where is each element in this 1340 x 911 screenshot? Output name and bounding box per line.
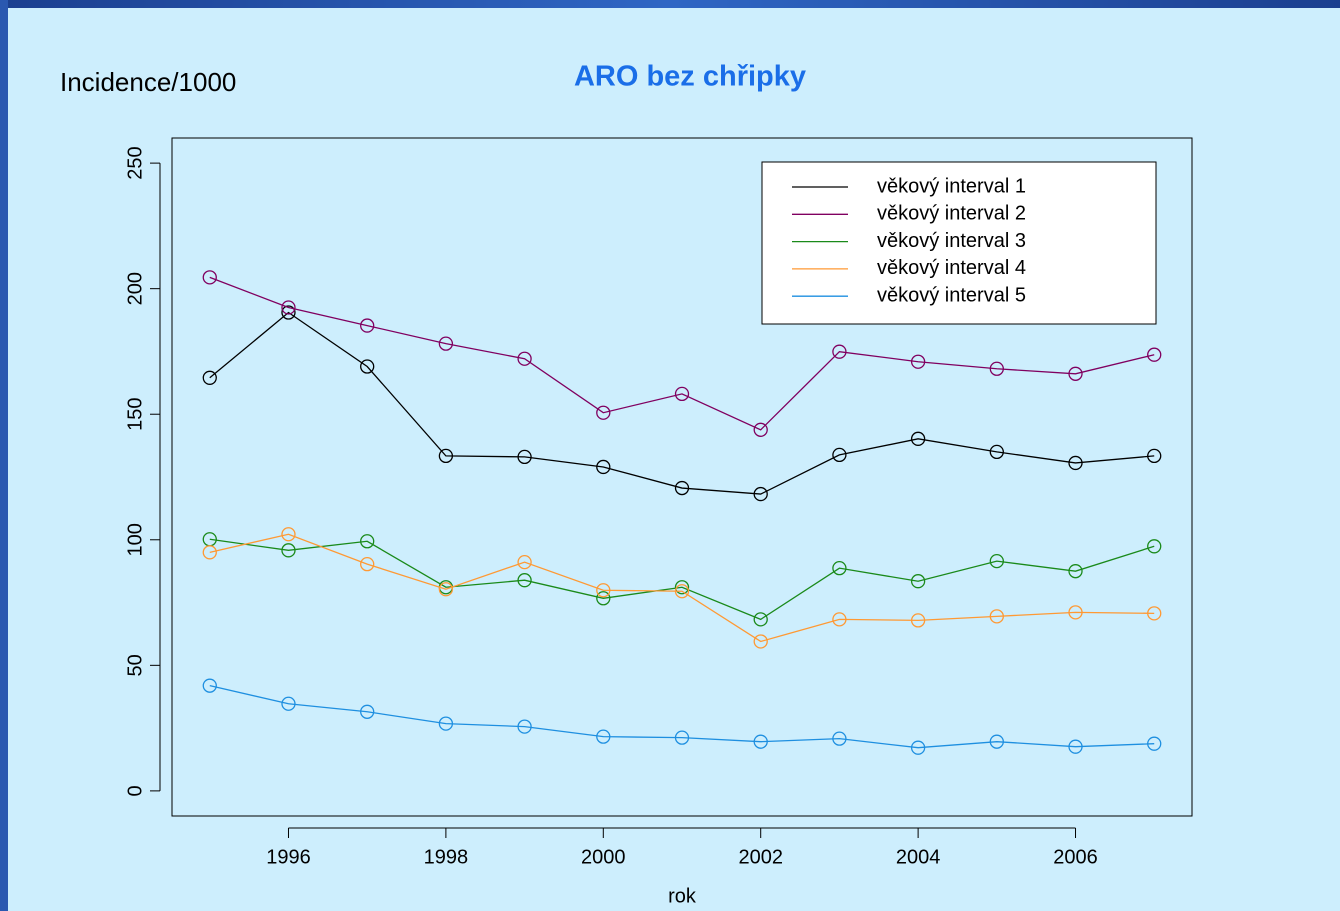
data-point xyxy=(910,431,926,446)
data-point xyxy=(910,354,926,369)
data-point xyxy=(674,480,690,496)
y-tick-label: 250 xyxy=(124,146,146,179)
data-point xyxy=(989,553,1004,569)
data-point xyxy=(596,583,611,598)
data-point xyxy=(1147,347,1162,362)
series-line xyxy=(209,533,1155,643)
data-point xyxy=(596,729,611,744)
data-point xyxy=(832,447,847,463)
data-point xyxy=(281,305,296,320)
slide-top-border xyxy=(0,0,1340,8)
data-point xyxy=(1147,736,1162,751)
data-point xyxy=(1068,564,1083,579)
data-point xyxy=(438,336,454,351)
y-tick-label: 150 xyxy=(124,398,146,431)
x-tick-label: 2000 xyxy=(581,846,626,868)
legend-box xyxy=(761,161,1157,325)
data-point xyxy=(517,554,532,570)
data-point xyxy=(753,612,768,627)
data-point xyxy=(832,612,847,627)
data-point xyxy=(281,696,296,711)
series-line xyxy=(209,276,1155,431)
data-point xyxy=(517,719,532,734)
data-point xyxy=(674,730,690,745)
data-point xyxy=(438,716,454,731)
data-point xyxy=(281,543,296,558)
data-point xyxy=(910,740,926,755)
data-point xyxy=(1068,455,1083,471)
data-point xyxy=(1068,366,1083,381)
data-point xyxy=(753,486,768,502)
data-point xyxy=(596,459,611,475)
data-point xyxy=(674,584,690,599)
data-point xyxy=(438,582,454,597)
data-point xyxy=(832,561,847,576)
data-point xyxy=(596,405,611,420)
data-point xyxy=(1147,606,1162,621)
data-point xyxy=(753,422,768,437)
legend-label: věkový interval 1 xyxy=(877,175,1026,197)
data-point xyxy=(360,556,375,572)
data-point xyxy=(989,609,1004,624)
x-tick-label: 1998 xyxy=(424,846,469,868)
data-point xyxy=(360,704,375,719)
y-tick-label: 200 xyxy=(124,272,146,305)
y-tick-label: 100 xyxy=(124,523,146,556)
y-tick-label: 50 xyxy=(124,654,146,676)
data-point xyxy=(832,731,847,746)
data-point xyxy=(989,444,1004,460)
x-tick-label: 2002 xyxy=(738,846,783,868)
data-point xyxy=(753,634,768,649)
data-point xyxy=(438,448,454,464)
data-point xyxy=(1147,539,1162,554)
data-point xyxy=(1068,605,1083,620)
data-point xyxy=(281,300,296,315)
data-point xyxy=(202,545,217,560)
data-point xyxy=(360,318,375,333)
data-point xyxy=(832,344,847,359)
data-point xyxy=(596,591,611,606)
x-axis-label: rok xyxy=(668,885,697,907)
series-line xyxy=(209,311,1155,495)
chart-title: ARO bez chřipky xyxy=(574,61,806,93)
data-point xyxy=(674,580,690,595)
x-tick-label: 2004 xyxy=(896,846,941,868)
data-point xyxy=(202,270,217,285)
series-line xyxy=(209,685,1155,749)
data-point xyxy=(202,678,217,693)
slide-left-border xyxy=(0,0,8,911)
legend-label: věkový interval 3 xyxy=(877,230,1026,252)
x-tick-label: 2006 xyxy=(1053,846,1098,868)
x-tick-label: 1996 xyxy=(266,846,311,868)
data-point xyxy=(989,361,1004,376)
data-point xyxy=(674,386,690,402)
data-point xyxy=(1068,739,1083,754)
y-axis-label: Incidence/1000 xyxy=(60,67,236,97)
data-point xyxy=(281,527,296,542)
data-point xyxy=(517,351,532,366)
legend-label: věkový interval 2 xyxy=(877,203,1026,225)
data-point xyxy=(910,574,926,589)
data-point xyxy=(989,734,1004,749)
series-line xyxy=(209,538,1155,621)
data-point xyxy=(517,449,532,465)
data-point xyxy=(1147,448,1162,464)
data-point xyxy=(360,359,375,374)
data-point xyxy=(202,370,217,385)
legend-label: věkový interval 4 xyxy=(877,257,1026,279)
y-tick-label: 0 xyxy=(124,785,146,796)
legend-label: věkový interval 5 xyxy=(877,284,1026,306)
data-point xyxy=(753,734,768,749)
plot-frame xyxy=(171,137,1193,817)
data-point xyxy=(360,534,375,549)
data-point xyxy=(517,573,532,588)
data-point xyxy=(910,613,926,628)
